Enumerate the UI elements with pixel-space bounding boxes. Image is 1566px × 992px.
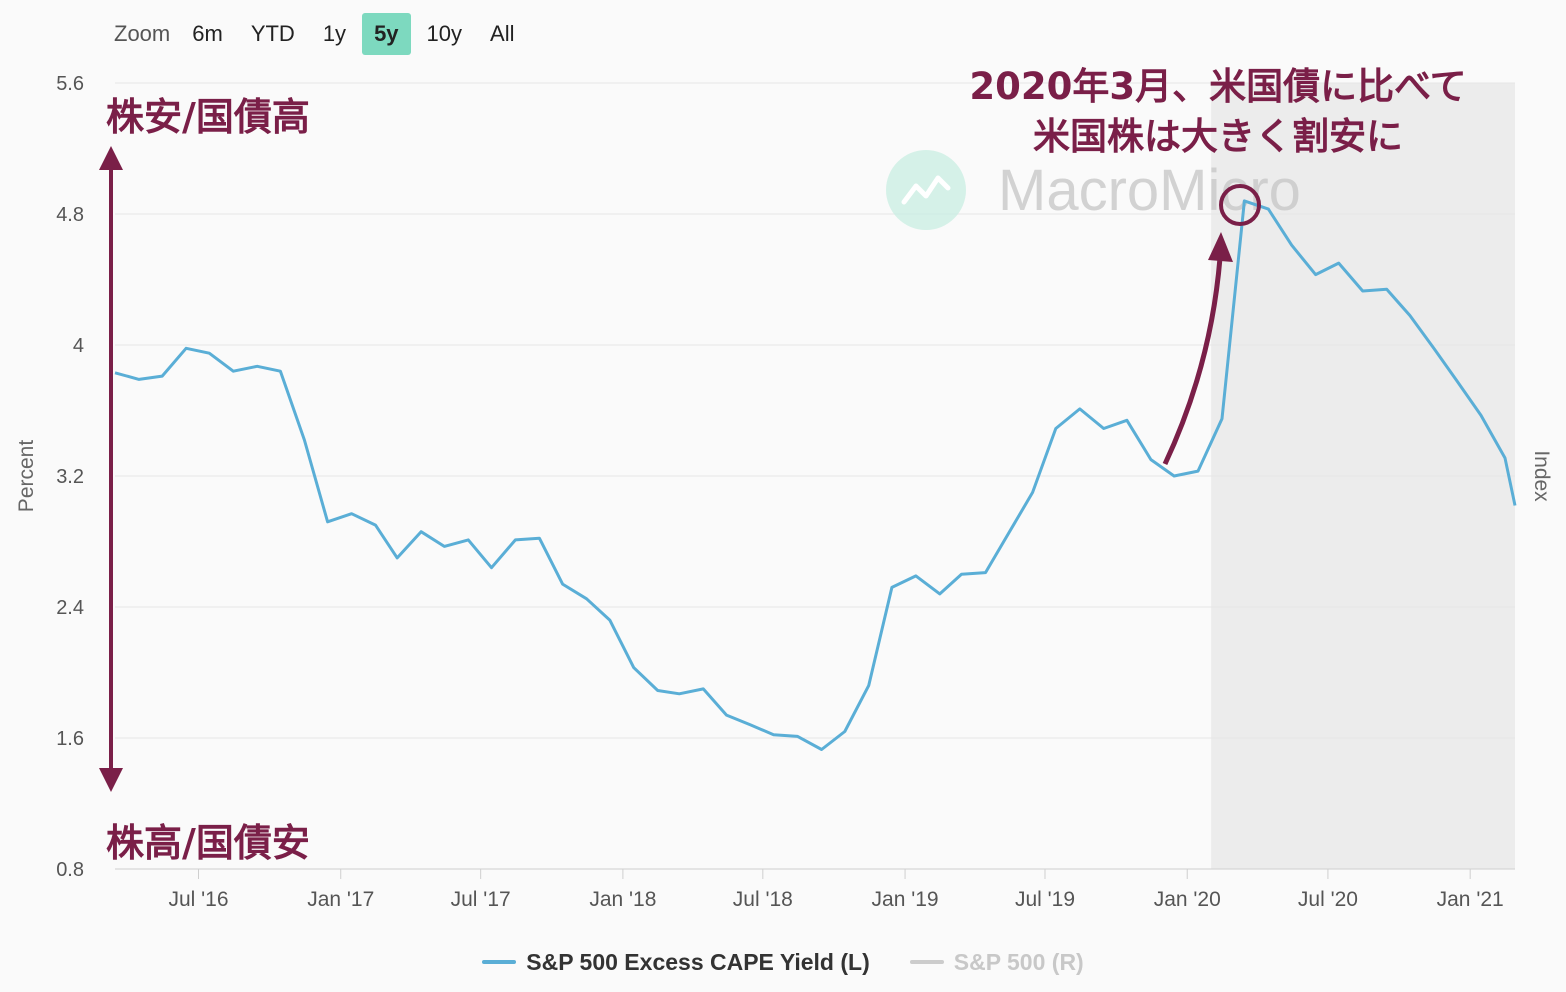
arrow-up-icon [99,146,123,170]
legend-label-sp500: S&P 500 (R) [953,948,1084,975]
legend-label-cape-yield: S&P 500 Excess CAPE Yield (L) [526,948,870,975]
zoom-label: Zoom [114,21,171,46]
x-tick-label: Jan '19 [872,888,939,911]
y-tick-label: 3.2 [56,466,84,488]
legend-item-sp500[interactable]: S&P 500 (R) [909,948,1084,976]
x-tick-label: Jul '19 [1015,888,1075,911]
zoom-ytd-button[interactable]: YTD [250,21,295,46]
legend-swatch-cape-yield [482,960,517,964]
zoom-1y-button[interactable]: 1y [322,21,347,46]
annotation-top-left: 株安/国債高 [106,95,310,139]
peak-highlight-circle [1219,184,1261,226]
x-tick-label: Jul '18 [733,888,793,911]
watermark-logo-icon [886,150,966,230]
y-tick-label: 4.8 [56,204,84,226]
annotation-callout: 2020年3月、米国債に比べて 米国株は大きく割安に [958,62,1478,162]
series-line-cape-yield [114,199,1517,751]
zoom-all-button[interactable]: All [490,21,515,46]
y2-axis-label: Index [1530,450,1553,502]
zoom-10y-button[interactable]: 10y [426,21,463,46]
callout-arrow [1162,257,1223,466]
annotation-callout-line2: 米国株は大きく割安に [1033,115,1403,158]
legend-swatch-sp500 [909,960,944,964]
legend: S&P 500 Excess CAPE Yield (L) S&P 500 (R… [0,944,1566,980]
x-tick-label: Jul '16 [168,888,228,911]
x-tick-label: Jan '21 [1437,888,1504,911]
y-tick-label: 0.8 [56,859,84,881]
x-tick-label: Jan '17 [307,888,374,911]
y-axis-label: Percent [15,440,38,513]
arrow-down-icon [99,768,123,792]
y-tick-label: 5.6 [56,73,84,95]
y-tick-label: 1.6 [56,728,84,750]
x-tick-label: Jul '20 [1298,888,1358,911]
watermark: MacroMicro [886,150,1301,230]
legend-item-cape-yield[interactable]: S&P 500 Excess CAPE Yield (L) [482,948,870,976]
zoom-5y-button[interactable]: 5y [362,13,411,55]
callout-arrowhead-icon [1208,232,1233,262]
annotation-callout-line1: 2020年3月、米国債に比べて [969,65,1467,108]
y-tick-label: 2.4 [56,597,84,619]
x-tick-label: Jan '20 [1154,888,1221,911]
x-tick-label: Jul '17 [451,888,511,911]
annotation-bottom-left: 株高/国債安 [106,821,310,865]
zoom-6m-button[interactable]: 6m [192,21,223,46]
chart-area: MacroMicro 0.8 1.6 2.4 3.2 4 4.8 5.6 Jul '16 Jan… [15,73,1553,911]
x-tick-label: Jan '18 [589,888,656,911]
zoom-bar: Zoom 6m YTD 1y 5y 10y All [100,12,530,56]
y-tick-label: 4 [73,335,84,357]
